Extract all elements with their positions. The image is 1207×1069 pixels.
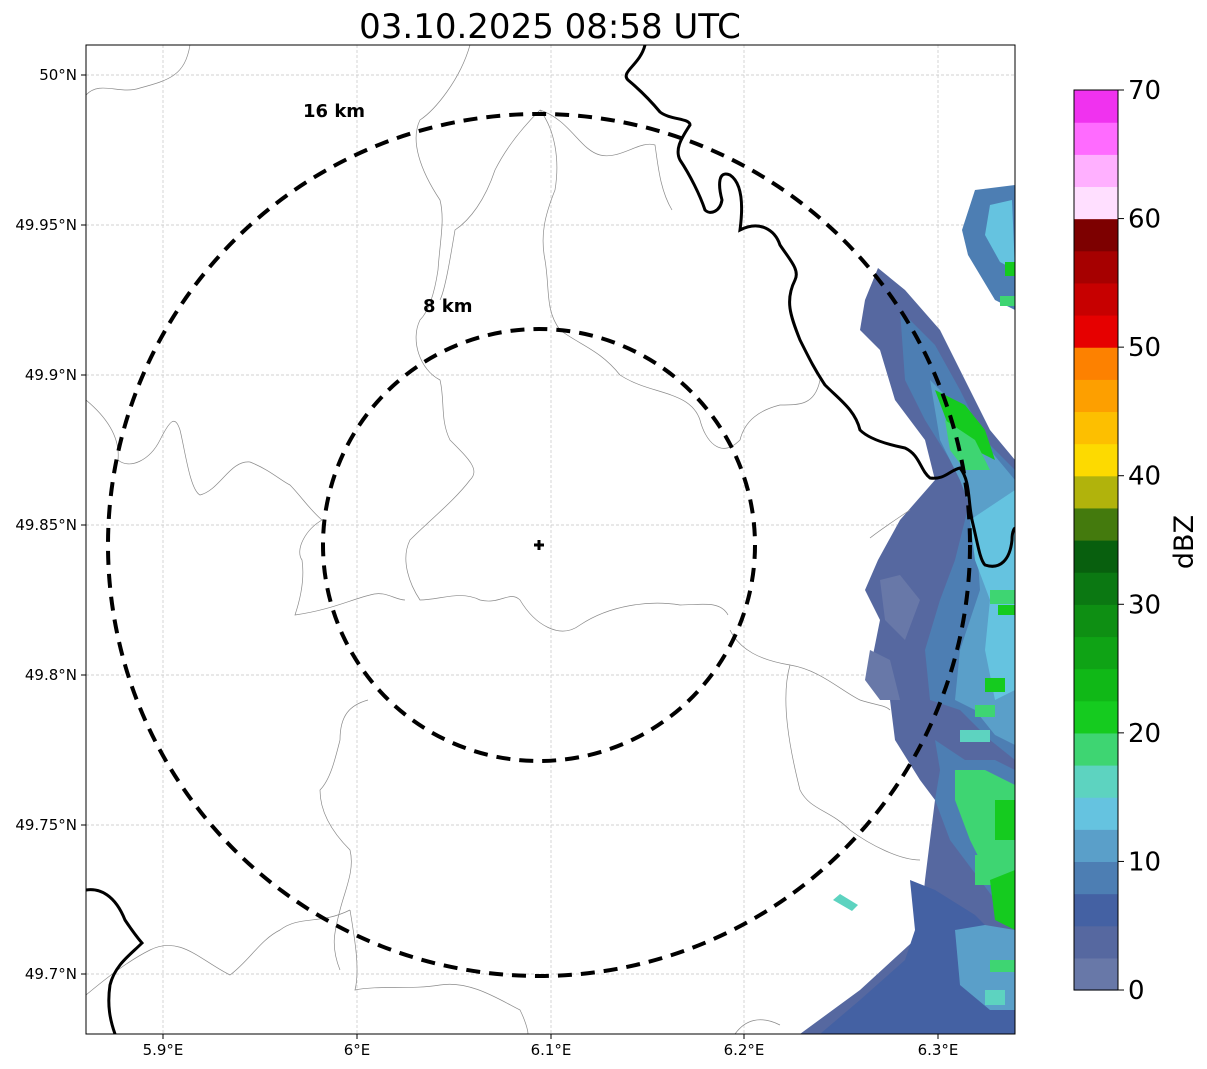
colorbar: 0 10 20 30 40 50 60 70 dBZ xyxy=(1073,76,1200,1006)
colorbar-tick-label: 70 xyxy=(1128,76,1161,106)
colorbar-swatch xyxy=(1074,925,1118,959)
x-axis-ticks: 5.9°E 6°E 6.1°E 6.2°E 6.3°E xyxy=(143,1034,959,1059)
range-rings xyxy=(106,112,972,978)
colorbar-swatch xyxy=(1074,315,1118,348)
x-tick-label: 6.3°E xyxy=(918,1041,959,1059)
colorbar-tick-label: 30 xyxy=(1128,590,1161,620)
colorbar-swatch xyxy=(1074,572,1118,605)
colorbar-swatch xyxy=(1074,475,1118,509)
y-tick-label: 49.8°N xyxy=(25,666,77,684)
colorbar-swatch xyxy=(1074,507,1118,541)
y-tick-label: 49.9°N xyxy=(25,366,77,384)
colorbar-swatch xyxy=(1074,700,1118,734)
colorbar-swatch xyxy=(1074,186,1118,220)
colorbar-swatch xyxy=(1074,443,1118,477)
x-tick-label: 6.1°E xyxy=(531,1041,572,1059)
y-tick-label: 49.95°N xyxy=(15,216,77,234)
colorbar-swatch xyxy=(1074,282,1118,316)
colorbar-tick-label: 60 xyxy=(1128,205,1161,235)
colorbar-swatch xyxy=(1074,668,1118,702)
map-panel: 16 km 8 km xyxy=(85,44,1016,1035)
y-tick-label: 49.85°N xyxy=(15,516,77,534)
echo-isolated-cell xyxy=(833,894,858,911)
colorbar-swatch xyxy=(1074,957,1118,991)
y-tick-label: 50°N xyxy=(39,66,77,84)
precipitation-echoes xyxy=(800,185,1015,1034)
map-background xyxy=(86,45,1015,1034)
colorbar-tick-label: 0 xyxy=(1128,976,1145,1006)
colorbar-swatch xyxy=(1074,347,1118,380)
colorbar-swatch xyxy=(1074,379,1118,413)
colorbar-swatch xyxy=(1074,636,1118,670)
colorbar-label: dBZ xyxy=(1169,515,1200,569)
colorbar-tick-label: 50 xyxy=(1128,333,1161,363)
colorbar-swatch xyxy=(1074,122,1118,155)
colorbar-swatch xyxy=(1074,893,1118,927)
range-ring-label-16km: 16 km xyxy=(303,101,365,122)
range-ring-label-8km: 8 km xyxy=(423,296,473,317)
colorbar-tick-label: 20 xyxy=(1128,719,1161,749)
colorbar-swatch xyxy=(1074,829,1118,863)
colorbar-swatch xyxy=(1074,218,1118,252)
colorbar-tick-label: 40 xyxy=(1128,462,1161,492)
plus-icon xyxy=(534,540,544,550)
colorbar-swatches xyxy=(1074,90,1118,991)
colorbar-frame xyxy=(1073,89,1119,991)
echo-cluster-north xyxy=(962,185,1015,310)
colorbar-ticks: 0 10 20 30 40 50 60 70 xyxy=(1118,76,1161,1006)
colorbar-tick-label: 10 xyxy=(1128,847,1161,877)
x-tick-label: 5.9°E xyxy=(143,1041,184,1059)
national-borders xyxy=(86,45,1015,1034)
colorbar-swatch xyxy=(1074,540,1118,573)
colorbar-swatch xyxy=(1074,732,1118,766)
colorbar-swatch xyxy=(1074,250,1118,284)
colorbar-swatch xyxy=(1074,765,1118,798)
range-ring-16km xyxy=(106,112,972,978)
y-tick-label: 49.7°N xyxy=(25,965,77,983)
regional-borders xyxy=(86,45,921,1034)
x-tick-label: 6°E xyxy=(344,1041,371,1059)
y-axis-ticks: 50°N 49.95°N 49.9°N 49.85°N 49.8°N 49.75… xyxy=(15,66,86,983)
colorbar-swatch xyxy=(1074,604,1118,638)
x-tick-label: 6.2°E xyxy=(724,1041,765,1059)
echo-band-east xyxy=(800,268,1015,1034)
colorbar-swatch xyxy=(1074,154,1118,188)
y-tick-label: 49.75°N xyxy=(15,816,77,834)
colorbar-swatch xyxy=(1074,861,1118,895)
range-ring-8km xyxy=(321,327,757,763)
colorbar-swatch xyxy=(1074,411,1118,445)
colorbar-swatch xyxy=(1074,90,1118,123)
colorbar-swatch xyxy=(1074,797,1118,830)
figure-title: 03.10.2025 08:58 UTC xyxy=(359,7,741,47)
